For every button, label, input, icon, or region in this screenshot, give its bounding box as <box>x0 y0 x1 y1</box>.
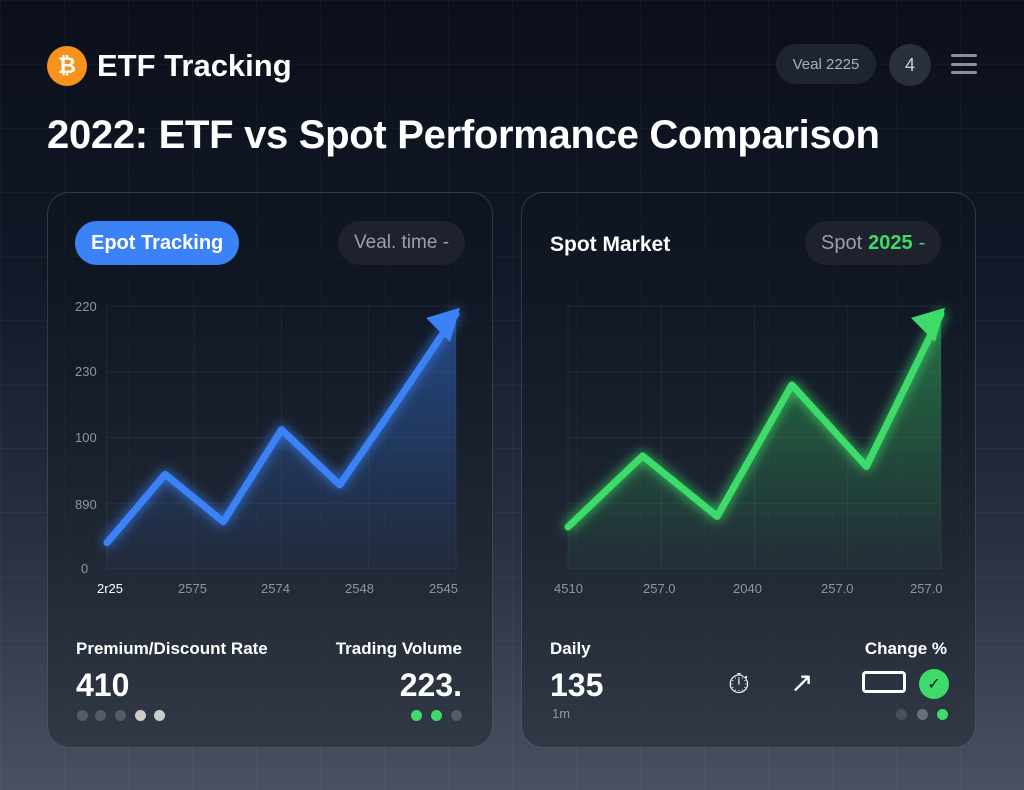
status-dot <box>451 710 462 721</box>
status-dot <box>115 710 126 721</box>
premium-label: Premium/Discount Rate <box>76 639 268 658</box>
volume-label: Trading Volume <box>335 639 462 658</box>
check-icon[interactable]: ✓ <box>919 669 949 699</box>
x-tick: 257.0 <box>643 581 676 596</box>
y-tick: 220 <box>75 299 97 314</box>
premium-value: 410 <box>76 667 130 703</box>
notification-badge[interactable]: 4 <box>889 44 931 86</box>
y-tick: 100 <box>75 430 97 445</box>
x-tick: 2040 <box>733 581 762 596</box>
logo: ₿ ETF Tracking <box>47 46 292 86</box>
x-tick: 4510 <box>554 581 583 596</box>
clock-icon <box>154 710 165 721</box>
daily-sub: 1m <box>552 706 571 721</box>
status-dot <box>431 710 442 721</box>
x-tick: 2545 <box>429 581 458 596</box>
year-selector[interactable]: Veal 2225 <box>776 44 876 84</box>
x-tick: 257.0 <box>821 581 854 596</box>
dropdown-suffix: - <box>918 231 926 254</box>
trend-up-icon[interactable]: ↗ <box>790 667 814 698</box>
etf-line-chart <box>103 305 460 570</box>
change-label: Change % <box>864 639 947 658</box>
status-dot <box>411 710 422 721</box>
dropdown-prefix: Spot <box>821 231 863 254</box>
spot-year-dropdown[interactable]: Spot 2025 - <box>805 221 942 265</box>
daily-label: Daily <box>550 639 591 658</box>
x-tick: 2575 <box>178 581 207 596</box>
status-dot <box>937 709 948 720</box>
x-tick: 2r25 <box>97 581 124 596</box>
area-fill <box>568 313 941 569</box>
x-tick: 2548 <box>345 581 374 596</box>
status-icon <box>95 710 106 721</box>
dropdown-year: 2025 <box>868 231 913 254</box>
y-tick: 890 <box>75 497 97 512</box>
bitcoin-icon: ₿ <box>47 46 87 86</box>
export-icon <box>135 710 146 721</box>
page-title: 2022: ETF vs Spot Performance Comparison <box>47 113 880 157</box>
y-tick: 230 <box>75 364 97 379</box>
realtime-dropdown[interactable]: Veal. time - <box>338 221 466 265</box>
area-fill <box>107 313 456 569</box>
status-dot <box>917 709 928 720</box>
x-tick: 2574 <box>261 581 290 596</box>
etf-card: Epot Tracking Veal. time - 220 230 100 8… <box>47 192 493 748</box>
spot-card: Spot Market Spot 2025 - 4510 257.0 2040 … <box>521 192 976 748</box>
spot-market-title: Spot Market <box>550 233 671 256</box>
brand-name: ETF Tracking <box>97 48 292 83</box>
hamburger-icon[interactable] <box>951 54 977 74</box>
timer-icon[interactable]: ⏱ <box>728 668 750 699</box>
ticket-icon[interactable] <box>862 671 906 693</box>
arrow-head <box>426 307 460 342</box>
tab-etf-tracking[interactable]: Epot Tracking <box>75 221 240 265</box>
status-icon <box>77 710 88 721</box>
series-line <box>564 310 945 531</box>
volume-value: 223. <box>399 667 462 703</box>
arrow-head <box>911 307 945 342</box>
daily-value: 135 <box>550 667 604 703</box>
spot-line-chart <box>564 305 945 570</box>
x-tick: 257.0 <box>910 581 943 596</box>
y-tick: 0 <box>81 561 89 576</box>
status-dot <box>896 709 907 720</box>
